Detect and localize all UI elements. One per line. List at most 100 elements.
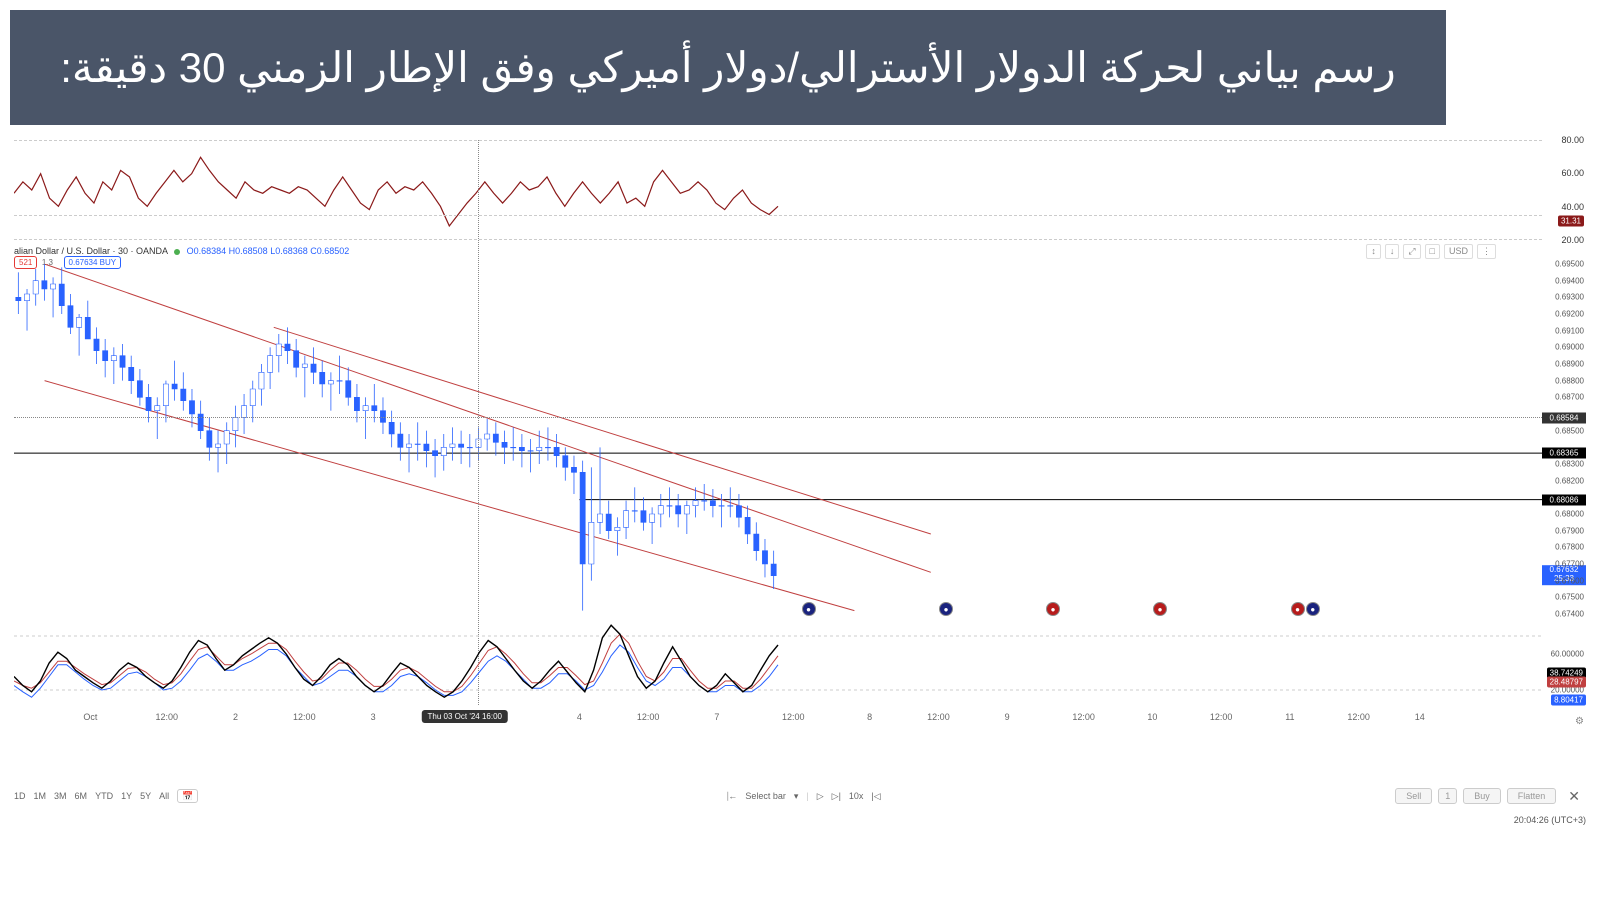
panel-tool-button[interactable]: ↕ xyxy=(1366,244,1381,259)
range-all[interactable]: All xyxy=(159,791,169,801)
economic-event-icon[interactable]: ● xyxy=(1291,602,1305,616)
rsi-panel xyxy=(14,140,1542,240)
panel-tools: ↕ ↓⤢ □ USD ⋮ xyxy=(1366,244,1496,259)
price-tick: 0.68900 xyxy=(1555,360,1584,369)
flatten-button[interactable]: Flatten xyxy=(1507,788,1557,804)
time-tick: 12:00 xyxy=(782,712,805,722)
stoch-tick: 60.00000 xyxy=(1551,650,1584,659)
time-tick: 12:00 xyxy=(1072,712,1095,722)
buy-button[interactable]: Buy xyxy=(1463,788,1501,804)
range-selector: 1D 1M 3M 6M YTD 1Y 5Y All 📅 xyxy=(14,791,206,802)
range-3m[interactable]: 3M xyxy=(54,791,67,801)
range-1m[interactable]: 1M xyxy=(34,791,47,801)
market-status-icon xyxy=(174,249,180,255)
step-icon[interactable]: ▷| xyxy=(832,791,841,802)
ohlc-o: O0.68384 xyxy=(187,246,227,256)
price-tick: 0.69400 xyxy=(1555,276,1584,285)
more-icon[interactable]: ⋮ xyxy=(1477,244,1496,259)
range-1d[interactable]: 1D xyxy=(14,791,26,801)
page-title: رسم بياني لحركة الدولار الأسترالي/دولار … xyxy=(10,10,1446,125)
rsi-current-badge: 31.31 xyxy=(1558,216,1584,227)
stochastic-panel xyxy=(14,618,1542,708)
ohlc-l: L0.68368 xyxy=(270,246,308,256)
step-back-icon[interactable]: |◁ xyxy=(871,791,880,802)
time-tick: 2 xyxy=(233,712,238,722)
economic-event-icon[interactable]: ● xyxy=(1046,602,1060,616)
economic-event-icon[interactable]: ● xyxy=(939,602,953,616)
crosshair-time-label: Thu 03 Oct '24 16:00 xyxy=(422,710,508,723)
economic-event-icon[interactable]: ● xyxy=(802,602,816,616)
sell-button[interactable]: Sell xyxy=(1395,788,1432,804)
select-bar-icon[interactable]: ⎹← xyxy=(719,791,737,802)
price-tick: 0.69200 xyxy=(1555,310,1584,319)
stochastic-y-axis: 60.0000020.0000038.7424928.487978.80417 xyxy=(1542,618,1586,708)
stoch-value-badge: 8.80417 xyxy=(1551,695,1586,706)
rsi-gridline xyxy=(14,215,1542,216)
price-tick: 0.68300 xyxy=(1555,460,1584,469)
price-tick: 0.67500 xyxy=(1555,593,1584,602)
time-tick: 9 xyxy=(1005,712,1010,722)
economic-event-icon[interactable]: ● xyxy=(1306,602,1320,616)
price-panel[interactable]: alian Dollar / U.S. Dollar · 30 · OANDA … xyxy=(14,244,1542,614)
price-tick: 0.67700 xyxy=(1555,560,1584,569)
time-tick: 11 xyxy=(1285,712,1294,722)
currency-selector[interactable]: USD xyxy=(1444,244,1473,259)
play-icon[interactable]: ▷ xyxy=(817,791,824,802)
symbol-text: alian Dollar / U.S. Dollar · 30 · OANDA xyxy=(14,246,168,256)
price-tick: 0.68500 xyxy=(1555,426,1584,435)
replay-controls: ⎹← Select bar ▾ | ▷ ▷| 10x |◁ xyxy=(719,791,880,802)
range-6m[interactable]: 6M xyxy=(75,791,88,801)
time-tick: Oct xyxy=(83,712,97,722)
trade-controls: Sell 1 Buy Flatten ✕ xyxy=(1395,788,1586,805)
time-tick: 12:00 xyxy=(927,712,950,722)
price-tick: 0.67600 xyxy=(1555,576,1584,585)
speed-label[interactable]: 10x xyxy=(849,791,864,801)
time-tick: 10 xyxy=(1147,712,1157,722)
price-tick: 0.68000 xyxy=(1555,510,1584,519)
rsi-tick: 40.00 xyxy=(1561,202,1584,212)
range-1y[interactable]: 1Y xyxy=(121,791,132,801)
panel-tool-button[interactable]: ⤢ xyxy=(1403,244,1420,259)
time-tick: 8 xyxy=(867,712,872,722)
close-icon[interactable]: ✕ xyxy=(1562,788,1586,805)
price-tick: 0.68200 xyxy=(1555,476,1584,485)
rsi-y-axis: 20.0040.0060.0080.0031.31 xyxy=(1542,140,1586,240)
time-tick: 4 xyxy=(577,712,582,722)
price-y-axis: 0.674000.675000.676000.677000.678000.679… xyxy=(1542,244,1586,614)
economic-event-icon[interactable]: ● xyxy=(1153,602,1167,616)
price-tick: 0.69000 xyxy=(1555,343,1584,352)
ohlc-c: C0.68502 xyxy=(310,246,349,256)
time-axis: Oct 12:00 2 12:00 3 12:00 4 12:00 7 12:00 8 12:00 9 1… xyxy=(14,712,1542,730)
price-tick: 0.69100 xyxy=(1555,326,1584,335)
crosshair-horizontal: 0.68584 xyxy=(14,417,1542,418)
panel-tool-button[interactable]: □ xyxy=(1425,244,1440,259)
range-5y[interactable]: 5Y xyxy=(140,791,151,801)
ohlc-h: H0.68508 xyxy=(229,246,268,256)
time-tick: 12:00 xyxy=(293,712,316,722)
panel-tool-button[interactable]: ↓ xyxy=(1385,244,1400,259)
calendar-icon[interactable]: 📅 xyxy=(177,789,198,803)
gear-icon[interactable]: ⚙ xyxy=(1575,716,1584,727)
time-tick: 12:00 xyxy=(1210,712,1233,722)
price-tick: 0.69500 xyxy=(1555,260,1584,269)
qty-input[interactable]: 1 xyxy=(1438,788,1457,804)
footer-clock: 20:04:26 (UTC+3) xyxy=(1514,815,1586,825)
price-tick: 0.69300 xyxy=(1555,293,1584,302)
chart-area: 20.0040.0060.0080.0031.31 alian Dollar /… xyxy=(14,140,1586,785)
chevron-down-icon[interactable]: ▾ xyxy=(794,791,799,802)
crosshair-price-label: 0.68584 xyxy=(1542,412,1586,423)
price-tick: 0.68700 xyxy=(1555,393,1584,402)
stoch-value-badge: 28.48797 xyxy=(1547,677,1586,688)
price-tick: 0.67800 xyxy=(1555,543,1584,552)
rsi-tick: 80.00 xyxy=(1561,135,1584,145)
price-tick: 0.68800 xyxy=(1555,376,1584,385)
time-tick: 7 xyxy=(714,712,719,722)
rsi-tick: 60.00 xyxy=(1561,168,1584,178)
bottom-toolbar: 1D 1M 3M 6M YTD 1Y 5Y All 📅 ⎹← Select bar ▾ | ▷ … xyxy=(14,786,1586,806)
range-ytd[interactable]: YTD xyxy=(95,791,113,801)
select-bar-button[interactable]: Select bar xyxy=(745,791,786,801)
time-tick: 12:00 xyxy=(637,712,660,722)
time-tick: 14 xyxy=(1415,712,1425,722)
time-tick: 3 xyxy=(371,712,376,722)
time-tick: 12:00 xyxy=(156,712,179,722)
